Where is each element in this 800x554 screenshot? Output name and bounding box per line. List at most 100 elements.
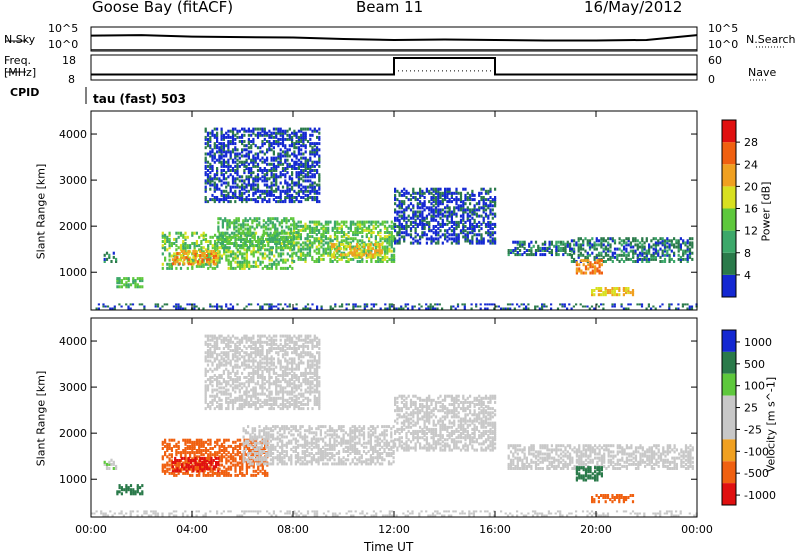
range-gate-cell [338, 305, 341, 308]
range-gate-cell [361, 231, 364, 234]
range-gate-cell [223, 449, 226, 452]
range-gate-cell [441, 212, 444, 216]
range-gate-cell [643, 257, 646, 261]
range-gate-cell [491, 233, 494, 237]
range-gate-cell [654, 241, 657, 245]
range-gate-cell [280, 225, 284, 229]
range-gate-cell [625, 241, 628, 245]
range-gate-cell [631, 293, 635, 297]
range-gate-cell [469, 214, 472, 218]
range-gate-cell [115, 464, 118, 468]
range-gate-cell [430, 229, 433, 233]
range-gate-cell [196, 262, 199, 266]
range-gate-cell [177, 467, 180, 471]
range-gate-cell [327, 251, 330, 255]
range-gate-cell [506, 307, 510, 310]
range-gate-cell [213, 187, 216, 191]
range-gate-cell [269, 443, 272, 447]
range-gate-cell [439, 235, 442, 239]
range-gate-cell [519, 242, 522, 246]
range-gate-cell [278, 433, 282, 437]
range-gate-cell [288, 183, 291, 187]
range-gate-cell [275, 183, 278, 187]
range-gate-cell [306, 243, 309, 247]
range-gate-cell [311, 198, 314, 202]
range-gate-cell [430, 218, 433, 222]
range-gate-cell [125, 486, 128, 490]
range-gate-cell [374, 253, 377, 257]
range-gate-cell [216, 131, 219, 135]
range-gate-cell [290, 246, 293, 250]
range-gate-cell [191, 260, 194, 264]
range-gate-cell [598, 259, 601, 263]
range-gate-cell [253, 452, 257, 455]
range-gate-cell [265, 458, 268, 462]
range-gate-cell [564, 244, 567, 248]
range-gate-cell [641, 251, 644, 255]
range-gate-cell [455, 191, 458, 195]
range-gate-cell [352, 222, 355, 226]
range-gate-cell [266, 183, 269, 187]
range-gate-cell [214, 242, 217, 245]
range-gate-cell [164, 242, 167, 245]
range-gate-cell [200, 438, 203, 442]
range-gate-cell [262, 233, 265, 237]
range-gate-cell [236, 463, 239, 467]
range-gate-cell [212, 262, 215, 266]
range-gate-cell [171, 469, 174, 473]
range-gate-cell [236, 148, 239, 152]
range-gate-cell [210, 254, 213, 257]
range-gate-cell [429, 307, 432, 310]
range-gate-cell [494, 225, 497, 228]
range-gate-cell [320, 237, 323, 241]
range-gate-cell [482, 206, 485, 210]
range-gate-cell [211, 193, 214, 197]
range-gate-cell [202, 264, 205, 268]
range-gate-cell [372, 224, 375, 228]
range-gate-cell [336, 226, 339, 230]
range-gate-cell [281, 154, 285, 158]
range-gate-cell [239, 469, 242, 473]
range-gate-cell [352, 245, 355, 249]
range-gate-cell [195, 240, 198, 243]
range-gate-cell [666, 253, 669, 257]
range-gate-cell [663, 243, 667, 247]
range-gate-cell [430, 206, 433, 210]
range-gate-cell [262, 225, 265, 229]
range-gate-cell [559, 242, 563, 246]
range-gate-cell [195, 455, 198, 459]
range-gate-cell [189, 473, 192, 477]
range-gate-cell [277, 162, 280, 166]
range-gate-cell [254, 469, 258, 473]
range-gate-cell [218, 142, 221, 146]
range-gate-cell [386, 220, 389, 224]
range-gate-cell [289, 264, 292, 268]
range-gate-cell [286, 187, 289, 191]
range-gate-cell [613, 241, 617, 245]
range-gate-cell [199, 465, 202, 469]
range-gate-cell [359, 305, 362, 308]
range-gate-cell [204, 200, 207, 204]
range-gate-cell [466, 233, 469, 237]
range-gate-cell [356, 260, 359, 263]
range-gate-cell [236, 264, 239, 268]
range-gate-cell [213, 177, 216, 181]
range-gate-cell [300, 187, 303, 191]
range-gate-cell [266, 185, 269, 189]
range-gate-cell [374, 220, 377, 224]
range-gate-cell [338, 231, 341, 234]
range-gate-cell [254, 264, 258, 268]
range-gate-cell [292, 437, 295, 441]
range-gate-cell [183, 456, 186, 460]
range-gate-cell [286, 171, 289, 175]
range-gate-cell [295, 156, 298, 160]
range-gate-cell [266, 133, 269, 137]
range-gate-cell [204, 142, 207, 146]
range-gate-cell [459, 218, 463, 222]
range-gate-cell [227, 451, 230, 455]
range-gate-cell [223, 473, 226, 477]
range-gate-cell [272, 425, 275, 429]
range-gate-cell [200, 240, 203, 243]
range-gate-cell [421, 193, 424, 197]
range-gate-cell [191, 266, 194, 270]
